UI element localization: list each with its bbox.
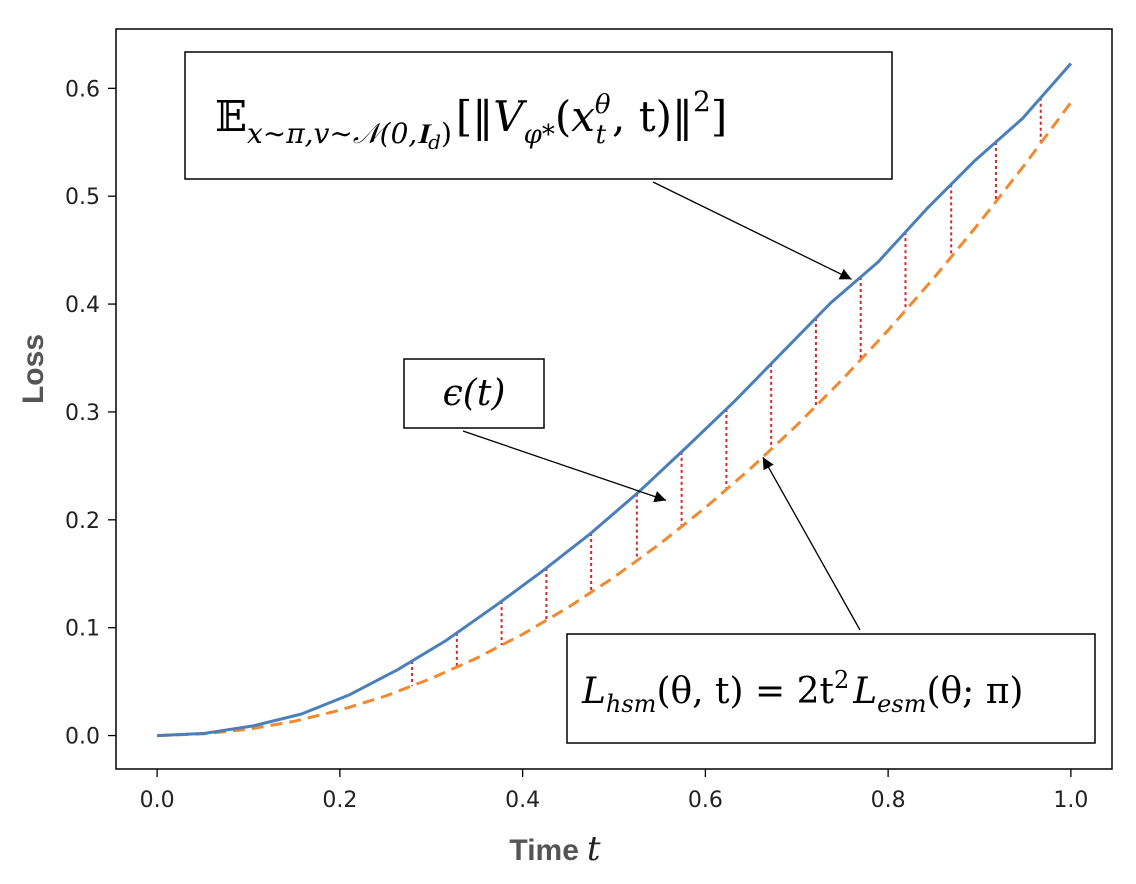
annotation-box-expectation bbox=[184, 51, 893, 180]
annotation-box-epsilon bbox=[403, 358, 545, 429]
x-axis-title-var: t bbox=[587, 829, 601, 869]
y-axis-title: Loss bbox=[17, 334, 50, 404]
axis-ticks: 0.0 0.2 0.4 0.6 0.8 1.0 0.0 0.1 0.2 0.3 0.4 0.5 0.6 bbox=[65, 77, 1088, 813]
annotation-arrow-epsilon bbox=[462, 430, 667, 503]
x-tick-label: 0.8 bbox=[871, 788, 906, 813]
plot-frame bbox=[115, 28, 1113, 770]
annotation-text-epsilon: ϵ(t) bbox=[443, 373, 506, 414]
annotation-lhsm: Lhsm(θ, t) = 2t2 Lesm(θ; π) bbox=[566, 633, 1096, 744]
x-tick-label: 0.4 bbox=[505, 788, 540, 813]
x-tick-label: 1.0 bbox=[1053, 788, 1088, 813]
y-tick-label: 0.4 bbox=[65, 293, 100, 318]
x-axis-title: Time t bbox=[509, 829, 600, 869]
annotation-arrow-expectation bbox=[652, 181, 852, 280]
x-tick-label: 0.6 bbox=[688, 788, 723, 813]
y-tick-label: 0.2 bbox=[65, 509, 100, 534]
annotation-text-expectation: 𝔼x∼π,v∼𝒩(0,𝐈d)[‖Vφ*(xθ t, t)‖2] bbox=[215, 85, 727, 154]
y-tick-label: 0.6 bbox=[65, 77, 100, 102]
y-tick-label: 0.0 bbox=[65, 725, 100, 750]
series-line-solid bbox=[157, 62, 1073, 738]
x-tick-label: 0.0 bbox=[140, 788, 175, 813]
series-line-dashed bbox=[157, 101, 1073, 738]
gap-markers bbox=[411, 97, 1042, 686]
series-lines bbox=[157, 62, 1073, 738]
annotation-epsilon: ϵ(t) bbox=[403, 358, 545, 429]
x-tick-label: 0.2 bbox=[322, 788, 357, 813]
annotation-arrow-lhsm bbox=[762, 456, 861, 631]
x-axis-title-word: Time bbox=[509, 834, 578, 867]
y-tick-label: 0.5 bbox=[65, 185, 100, 210]
annotation-box-lhsm bbox=[566, 633, 1096, 744]
annotation-expectation: 𝔼x∼π,v∼𝒩(0,𝐈d)[‖Vφ*(xθ t, t)‖2] bbox=[184, 51, 893, 180]
annotation-text-lhsm: Lhsm(θ, t) = 2t2 Lesm(θ; π) bbox=[581, 666, 1023, 718]
y-tick-label: 0.3 bbox=[65, 401, 100, 426]
y-tick-label: 0.1 bbox=[65, 617, 100, 642]
